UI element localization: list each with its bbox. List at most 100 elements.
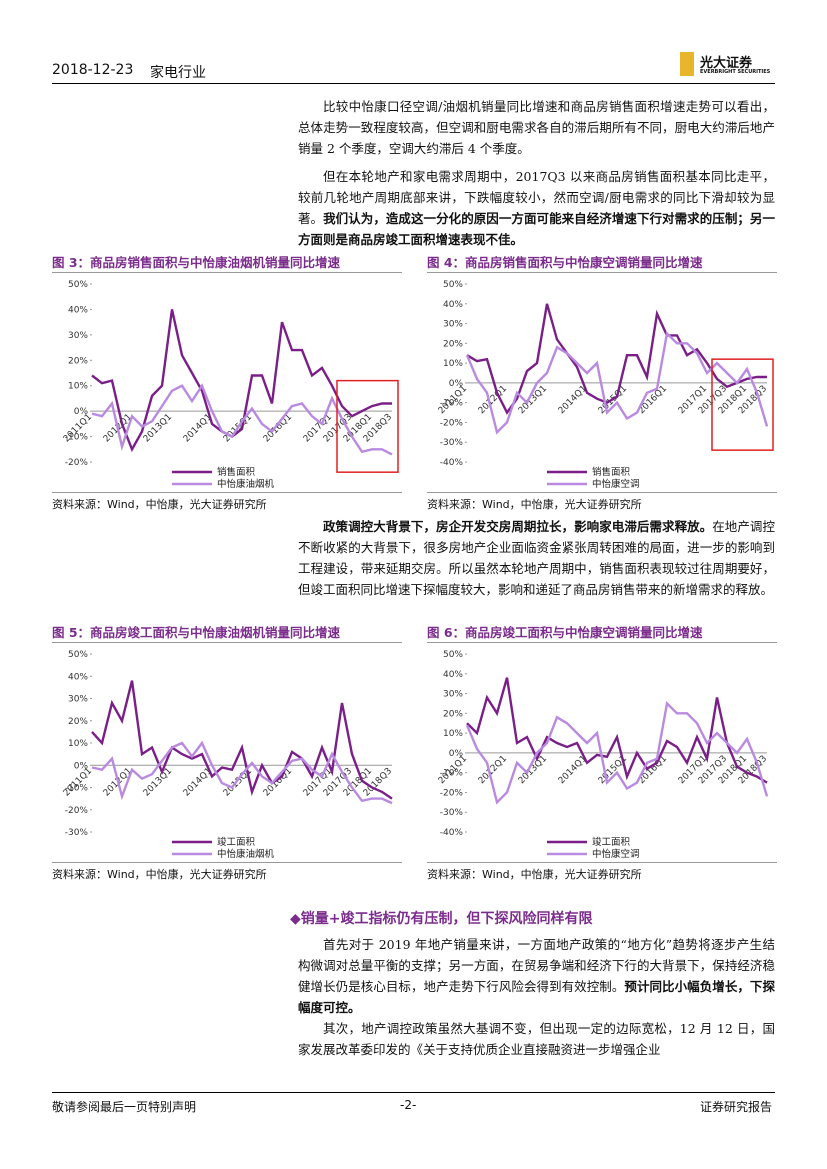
x-tick-label: 2012Q1 [477,384,509,416]
x-tick-label: 2013Q1 [142,766,174,798]
chart: -20%-10%0%10%20%30%40%50%2011Q1 2012Q1 201… [62,280,399,490]
x-tick-label: 2012Q1 [477,754,509,786]
figure-title: 图 5：商品房竣工面积与中怡康油烟机销量同比增速 [52,625,341,640]
y-tick-label: 40% [443,300,463,310]
text-run: 比较中怡康口径空调/油烟机销量同比增速和商品房销售面积增速走势可以看出，总体走势… [298,99,775,156]
y-tick-label: -20% [440,788,464,798]
y-tick-label: 30% [443,690,463,700]
y-tick-label: -40% [440,828,464,838]
chart: -30%-20%-10%0%10%20%30%40%50%2011Q1 2012Q… [62,650,394,860]
series-line [91,309,392,453]
series-line [465,700,769,805]
figure-source: 资料来源：Wind，中怡康，光大证券研究所 [427,868,642,881]
figure-rule [427,642,777,643]
text-run: 其次，地产调控政策虽然大基调不变，但出现一定的边际宽松，12 月 12 日，国家… [298,1021,775,1057]
series-line [465,330,769,435]
footer-right: 证券研究报告 [700,1100,773,1114]
y-tick-label: -10% [440,769,464,779]
figure-rule [52,642,402,643]
figure-source: 资料来源：Wind，中怡康，光大证券研究所 [427,498,642,511]
text-run: 但在本轮地产和家电需求周期中，2017Q3 以来商品房销售面积基本同比走平，较前… [298,169,775,226]
y-tick-label: 30% [443,320,463,330]
text-run: 政策调控大背景下，房企开发交房周期拉长，影响家电滞后需求释放。 [323,519,713,534]
figure-rule [52,492,402,493]
legend-label: 销售面积 [592,466,631,478]
x-tick-label: 2016Q1 [637,384,669,416]
paragraph: 比较中怡康口径空调/油烟机销量同比增速和商品房销售面积增速走势可以看出，总体走势… [298,96,775,159]
y-tick-label: 30% [68,331,88,341]
y-tick-label: 0% [449,749,464,759]
logo-en: EVERBRIGHT SECURITIES [700,69,771,75]
logo-icon [680,52,694,76]
figure-title: 图 4：商品房销售面积与中怡康空调销量同比增速 [427,255,703,270]
legend-label: 中怡康油烟机 [217,848,275,860]
y-tick-label: 50% [443,650,463,660]
figure-source: 资料来源：Wind，中怡康，光大证券研究所 [52,868,267,881]
y-tick-label: 20% [68,717,88,727]
legend-label: 中怡康空调 [592,848,640,860]
y-tick-label: 0% [74,761,89,771]
y-tick-label: 50% [443,280,463,290]
figure-title: 图 6：商品房竣工面积与中怡康空调销量同比增速 [427,625,703,640]
legend-label: 中怡康油烟机 [217,478,275,490]
y-tick-label: 0% [449,379,464,389]
paragraph: 但在本轮地产和家电需求周期中，2017Q3 以来商品房销售面积基本同比走平，较前… [298,166,775,250]
legend-label: 中怡康空调 [592,478,640,490]
y-tick-label: -10% [65,784,89,794]
figure-rule [427,492,777,493]
y-tick-label: -30% [440,808,464,818]
y-tick-label: 10% [68,382,88,392]
text-run: 在地产调控不断收紧的大背景下，很多房地产企业面临资金紧张周转困难的局面，进一步的… [298,519,775,597]
y-tick-label: -40% [440,458,464,468]
figure-rule [52,272,402,273]
y-tick-label: -20% [65,806,89,816]
y-tick-label: 40% [443,670,463,680]
legend-label: 竣工面积 [592,836,631,848]
text-run: 我们认为，造成这一分化的原因一方面可能来自经济增速下行对需求的压制；另一方面则是… [298,211,775,247]
y-tick-label: 20% [68,356,88,366]
y-tick-label: 0% [74,407,89,417]
y-tick-label: 30% [68,695,88,705]
series-line [91,383,393,456]
y-tick-label: -30% [440,438,464,448]
figure-rule [427,272,777,273]
footer-center: -2- [400,1098,417,1112]
y-tick-label: 50% [68,650,88,660]
header-industry: 家电行业 [150,65,206,81]
y-tick-label: -20% [65,458,89,468]
text-run: 预计同比小幅负增长，下探幅度可控。 [298,979,775,1015]
y-tick-label: 20% [443,339,463,349]
header-date: 2018-12-23 [52,62,134,78]
y-tick-label: -10% [440,399,464,409]
legend-label: 竣工面积 [217,836,256,848]
series-line [466,677,768,784]
paragraph: 首先对于 2019 年地产销量来讲，一方面地产政策的“地方化”趋势将逐步产生结构… [298,934,775,1018]
y-tick-label: 50% [68,280,88,290]
logo: 光大证券 [700,56,753,71]
series-line [91,740,393,805]
chart: -40%-30%-20%-10%0%10%20%30%40%50%2011Q1 2… [437,650,769,860]
y-tick-label: 10% [68,739,88,749]
section-heading: ◆销量+竣工指标仍有压制，但下探风险同样有限 [290,911,593,927]
highlight-box [336,379,399,473]
legend-label: 销售面积 [217,466,256,478]
figure-title: 图 3：商品房销售面积与中怡康油烟机销量同比增速 [52,255,341,270]
series-line [466,303,767,415]
figure-rule [52,862,402,863]
series-line [91,680,393,800]
figure-source: 资料来源：Wind，中怡康，光大证券研究所 [52,498,267,511]
y-tick-label: 40% [68,672,88,682]
footer-rule [52,1092,775,1093]
y-tick-label: 40% [68,305,88,315]
y-tick-label: 10% [443,359,463,369]
paragraph: 政策调控大背景下，房企开发交房周期拉长，影响家电滞后需求释放。在地产调控不断收紧… [298,516,775,600]
y-tick-label: 20% [443,709,463,719]
paragraph: 其次，地产调控政策虽然大基调不变，但出现一定的边际宽松，12 月 12 日，国家… [298,1018,775,1060]
y-tick-label: 10% [443,729,463,739]
figure-rule [427,862,777,863]
footer-left: 敬请参阅最后一页特别声明 [52,1100,197,1114]
y-tick-label: -20% [440,418,464,428]
y-tick-label: -10% [65,433,89,443]
y-tick-label: -30% [65,828,89,838]
